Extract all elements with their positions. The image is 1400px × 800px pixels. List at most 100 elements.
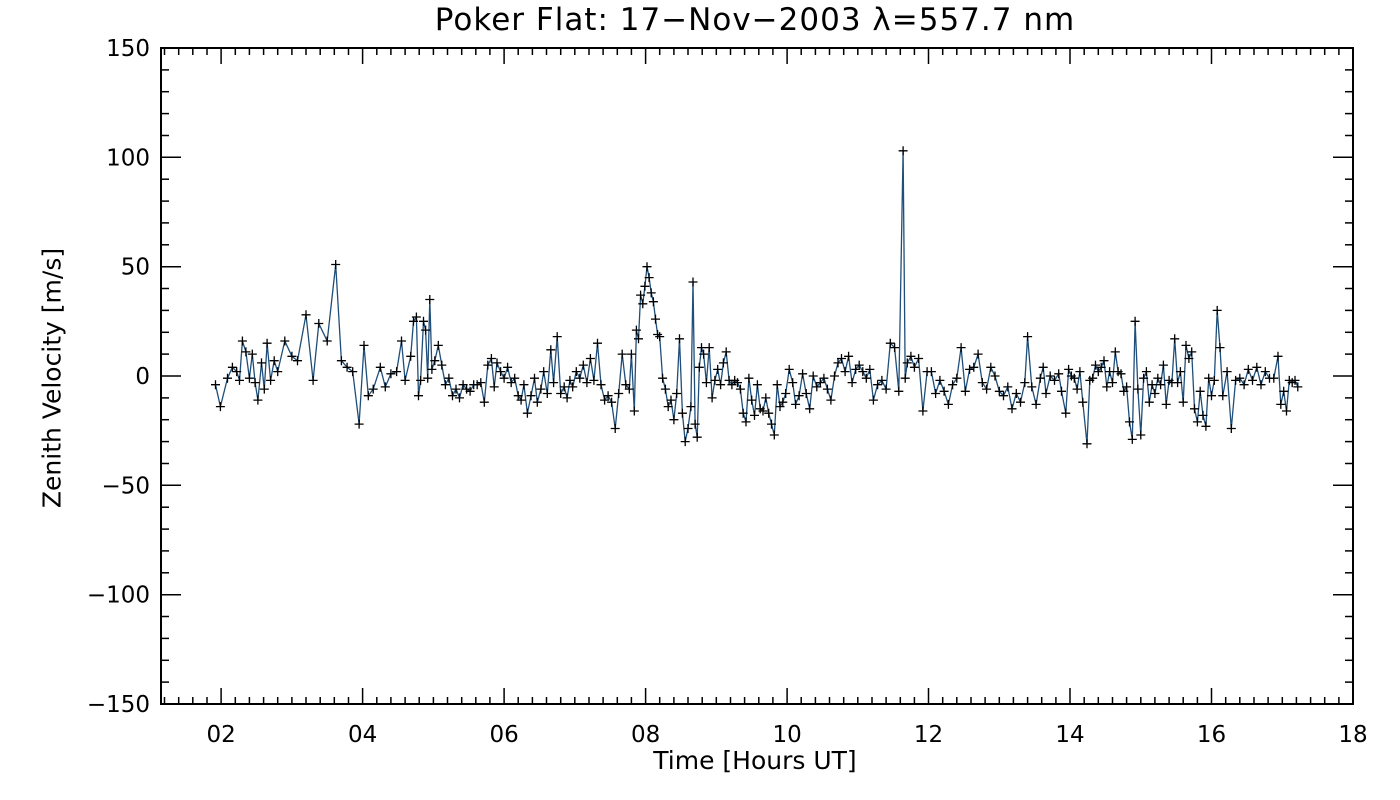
data-point <box>400 375 410 385</box>
data-point <box>1102 382 1112 392</box>
data-point <box>589 375 599 385</box>
data-point <box>1127 434 1137 444</box>
data-point <box>1161 399 1171 409</box>
data-point <box>522 408 532 418</box>
data-point <box>690 419 700 429</box>
data-point <box>721 347 731 357</box>
data-point <box>990 371 1000 381</box>
data-point <box>778 397 788 407</box>
data-point <box>1064 364 1074 374</box>
data-point <box>697 343 706 353</box>
data-point <box>1023 332 1033 342</box>
data-point <box>1144 397 1154 407</box>
data-point <box>692 432 702 442</box>
data-point <box>427 364 437 374</box>
data-point <box>666 395 676 405</box>
data-point <box>707 393 717 403</box>
data-point <box>539 367 549 377</box>
data-point <box>368 384 378 394</box>
data-point <box>607 397 617 407</box>
data-point <box>854 360 864 370</box>
data-point <box>414 391 423 401</box>
data-point <box>1007 404 1017 414</box>
data-point <box>939 386 949 396</box>
data-point <box>840 367 850 377</box>
data-point <box>1082 439 1092 449</box>
data-point <box>331 260 341 269</box>
data-point <box>1075 367 1085 377</box>
data-point <box>651 314 660 324</box>
data-point <box>798 369 808 379</box>
data-point <box>223 373 232 383</box>
data-point <box>546 345 556 355</box>
data-point <box>593 338 602 348</box>
data-point <box>1031 399 1041 409</box>
data-point <box>969 362 979 372</box>
data-point <box>914 354 924 363</box>
data-point <box>287 351 297 361</box>
data-point <box>1003 382 1013 392</box>
data-point <box>948 380 958 390</box>
data-point <box>510 373 520 383</box>
data-point <box>1231 375 1241 385</box>
data-point <box>227 362 237 372</box>
data-point <box>1184 354 1194 363</box>
data-point <box>1050 375 1059 385</box>
data-point <box>788 378 798 388</box>
series-line <box>214 150 1299 444</box>
data-point <box>562 393 572 403</box>
data-point <box>578 360 588 370</box>
data-point <box>1209 375 1219 385</box>
data-point <box>653 330 663 339</box>
y-tick-label: −100 <box>87 583 150 609</box>
data-point <box>634 334 643 344</box>
data-point <box>900 373 910 383</box>
data-point <box>960 386 970 396</box>
data-point <box>688 277 698 287</box>
data-point <box>648 297 658 307</box>
data-point <box>1150 389 1160 398</box>
plot-frame <box>160 47 1354 705</box>
data-point <box>1136 430 1146 440</box>
data-point <box>794 391 804 401</box>
data-point <box>1276 399 1286 409</box>
data-point <box>241 347 251 357</box>
data-point <box>750 410 759 420</box>
data-point <box>476 378 486 388</box>
data-point <box>636 290 646 300</box>
y-tick-label: −50 <box>101 473 150 499</box>
y-tick-label: 100 <box>106 145 150 171</box>
data-point <box>363 391 373 401</box>
data-point <box>624 384 634 394</box>
data-point <box>301 310 311 320</box>
data-point <box>257 358 266 368</box>
data-point <box>781 389 791 398</box>
data-point <box>1061 408 1071 418</box>
data-point <box>1252 362 1262 372</box>
data-point <box>1201 421 1211 431</box>
data-point <box>448 391 457 401</box>
data-point <box>380 382 390 392</box>
data-point <box>710 375 720 385</box>
data-point <box>1125 417 1134 427</box>
data-point <box>354 419 364 429</box>
data-point <box>411 312 421 322</box>
y-tick-labels: −150 −100 −50 0 50 100 150 <box>87 36 150 718</box>
data-point <box>348 367 358 377</box>
y-tick-label: −150 <box>87 692 150 718</box>
data-point <box>1027 382 1037 392</box>
data-point <box>1215 343 1225 353</box>
data-point <box>1096 362 1106 372</box>
data-point <box>686 402 696 412</box>
data-point <box>489 382 499 392</box>
data-point <box>1116 369 1126 379</box>
data-point <box>999 391 1008 401</box>
data-point <box>1212 305 1222 315</box>
y-tick-label: 0 <box>135 364 150 390</box>
y-tick-label: 50 <box>121 255 150 281</box>
data-point <box>1108 378 1117 388</box>
data-point <box>342 362 352 372</box>
data-point <box>744 373 754 383</box>
data-point <box>890 343 900 353</box>
data-point <box>906 351 916 361</box>
